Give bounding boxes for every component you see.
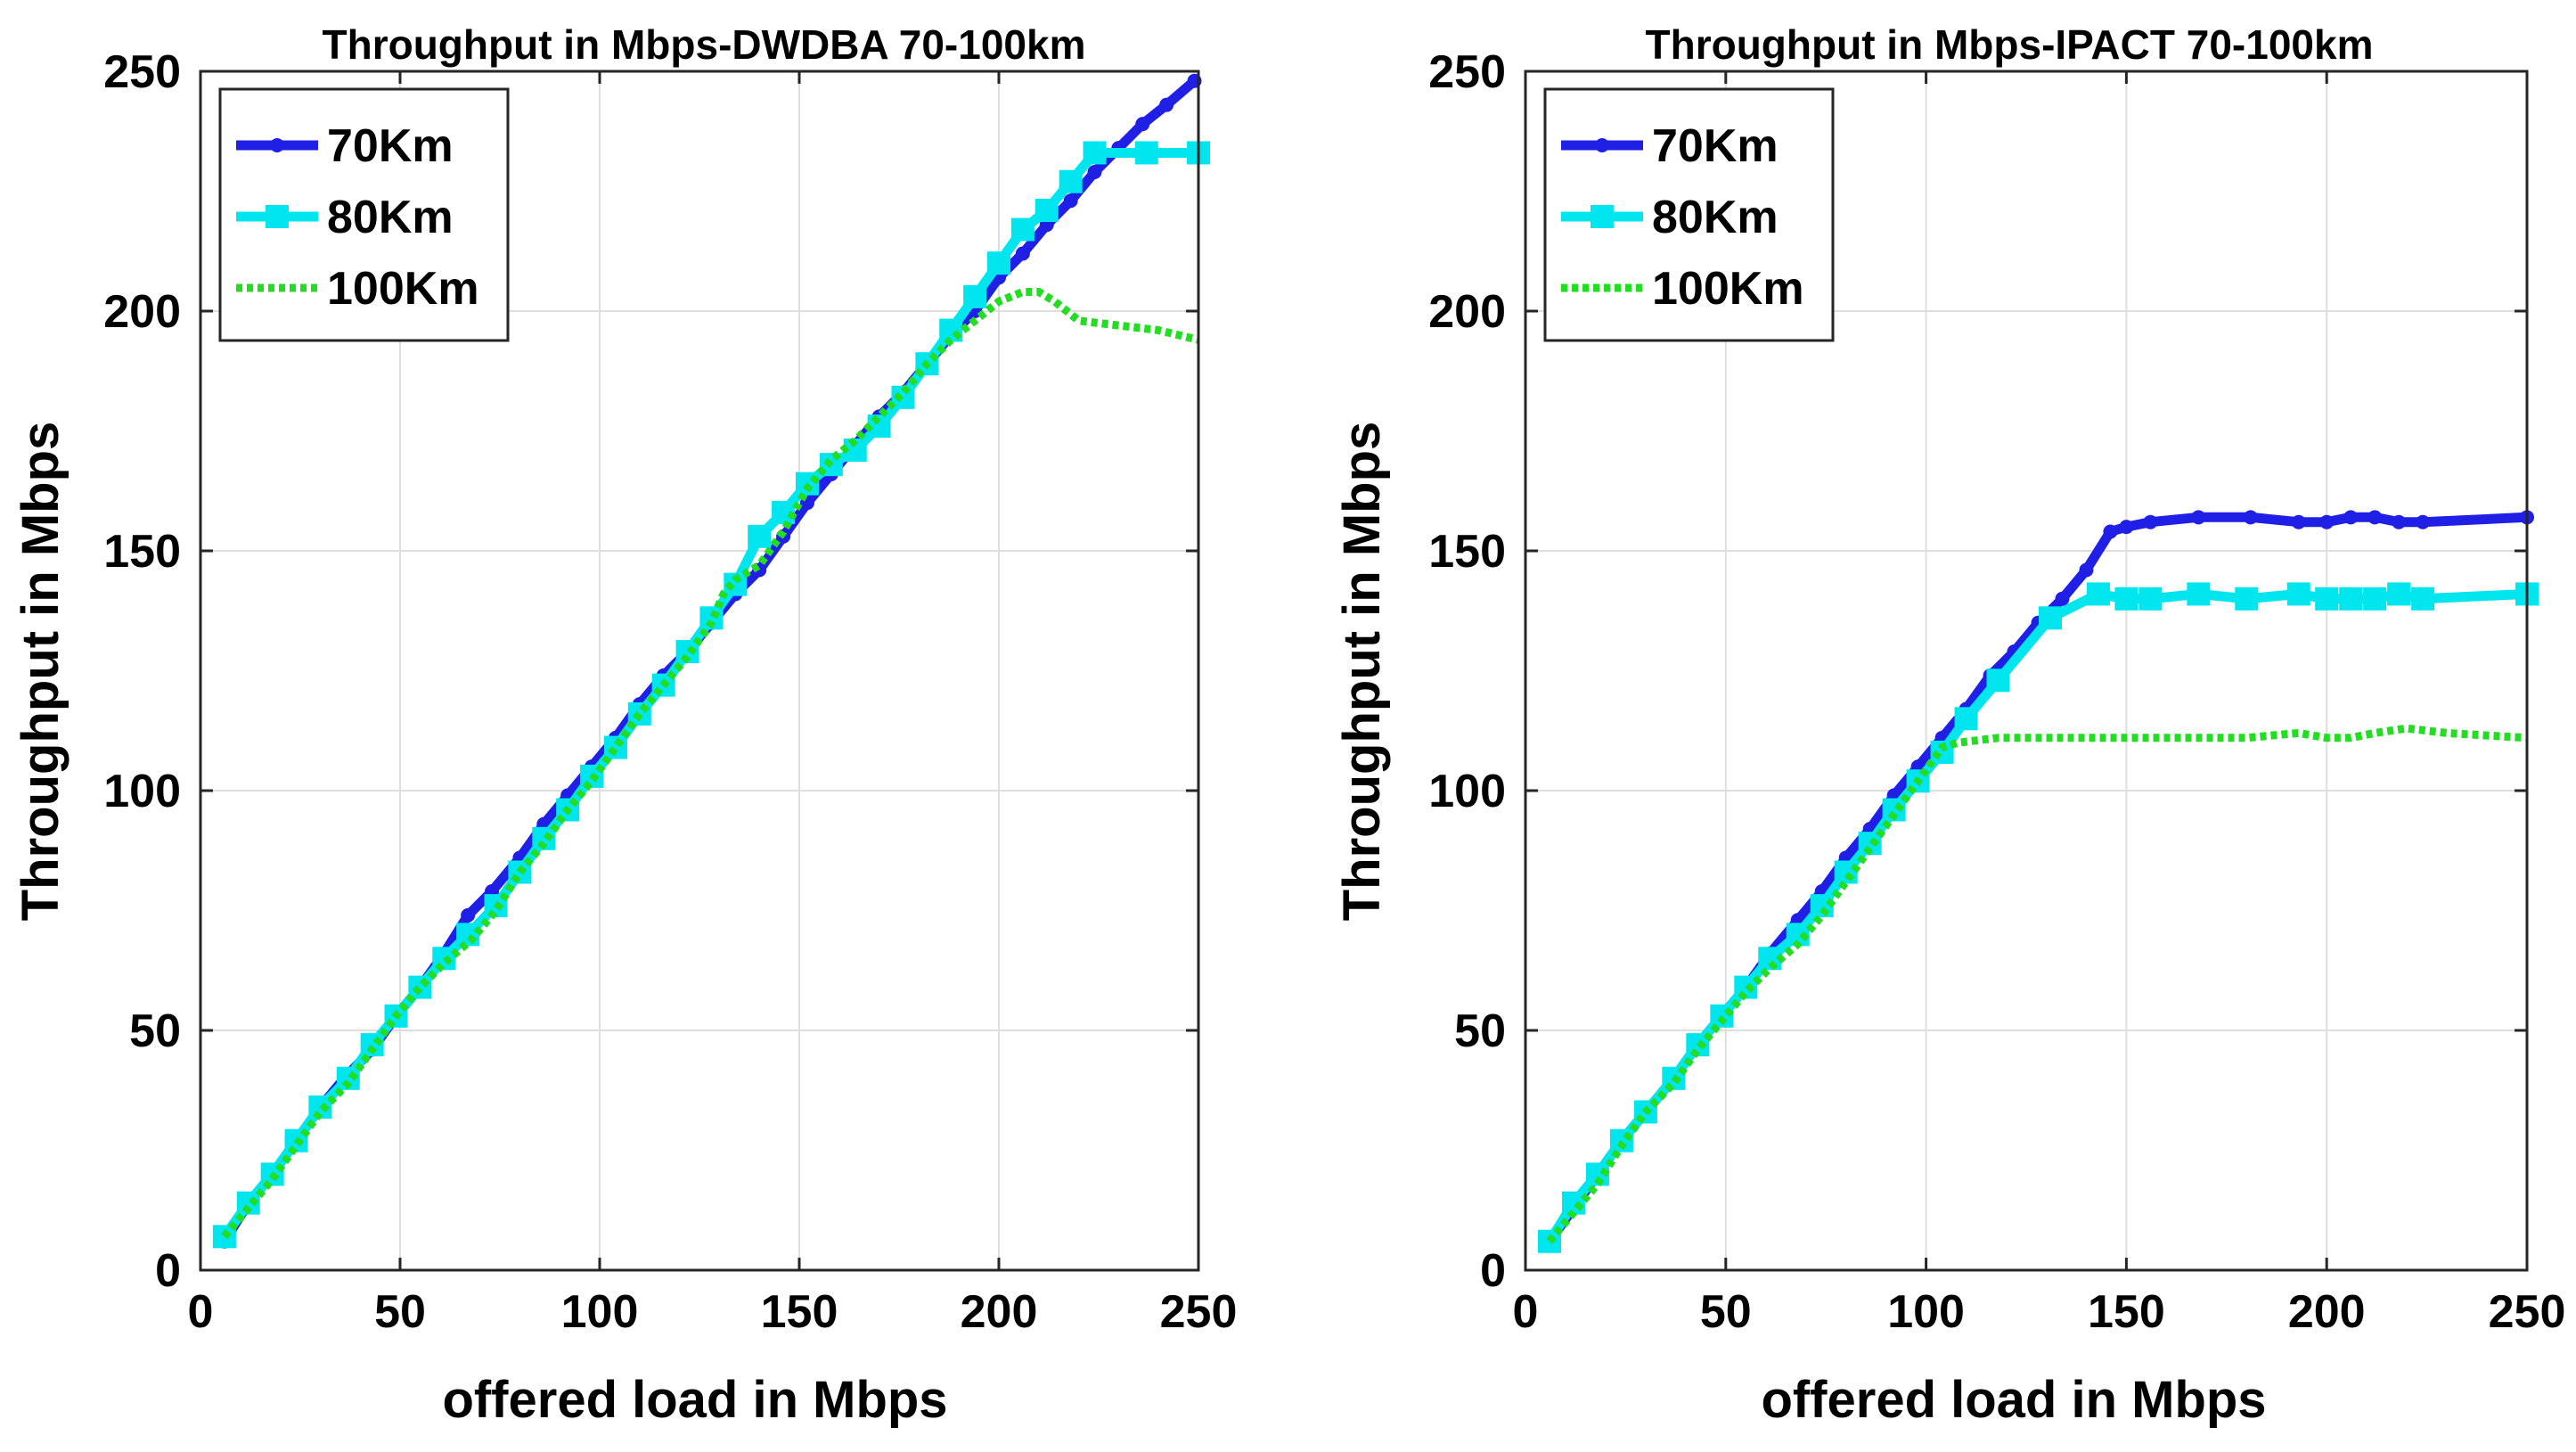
data-point-80km: [987, 251, 1010, 275]
data-point-80km: [1954, 707, 1978, 731]
data-point-80km: [408, 975, 432, 999]
data-point-70km: [2291, 514, 2306, 529]
data-point-80km: [2387, 582, 2411, 606]
data-point-70km: [1135, 117, 1150, 132]
data-point-70km: [1063, 193, 1078, 209]
legend-label: 70Km: [1652, 120, 1779, 172]
data-point-80km: [1083, 141, 1107, 165]
data-point-70km: [2103, 524, 2118, 539]
data-point-70km: [1087, 164, 1102, 179]
legend-marker: [1595, 138, 1609, 152]
axes-box: [199, 70, 1200, 1272]
data-point-70km: [2343, 510, 2359, 525]
chart-title: Throughput in Mbps-IPACT 70-100km: [1646, 21, 2374, 68]
data-point-80km: [456, 923, 480, 947]
data-point-80km: [1010, 217, 1034, 242]
data-point-70km: [2319, 514, 2335, 529]
data-point-70km: [2143, 514, 2158, 529]
y-tick-label: 0: [155, 1245, 181, 1297]
legend-marker: [266, 205, 289, 228]
y-tick-label: 200: [103, 286, 181, 338]
data-point-70km: [2392, 514, 2407, 529]
legend-label: 80Km: [1652, 192, 1779, 243]
data-point-80km: [1986, 669, 2010, 693]
x-tick-label: 0: [1513, 1286, 1539, 1338]
data-point-80km: [2038, 606, 2062, 630]
legend: 70Km 80Km 100Km: [1543, 87, 1835, 342]
data-point-80km: [2138, 587, 2163, 611]
legend-label: 80Km: [327, 192, 454, 243]
data-point-80km: [2286, 582, 2310, 606]
x-tick-label: 250: [2489, 1286, 2566, 1338]
x-tick-label: 200: [2288, 1286, 2366, 1338]
data-point-80km: [2086, 582, 2110, 606]
x-axis-label: offered load in Mbps: [1761, 1371, 2266, 1429]
data-point-80km: [1034, 199, 1059, 223]
data-point-80km: [2187, 582, 2211, 606]
legend-label: 100Km: [327, 263, 479, 315]
legend-label: 70Km: [327, 120, 454, 172]
x-tick-label: 150: [761, 1286, 838, 1338]
data-point-80km: [1134, 141, 1158, 165]
data-point-80km: [2411, 587, 2435, 611]
data-point-70km: [2367, 510, 2383, 525]
y-tick-label: 200: [1428, 286, 1506, 338]
y-tick-label: 250: [1428, 46, 1506, 98]
x-tick-label: 0: [188, 1286, 214, 1338]
chart-dwdba: Throughput in Mbps-DWDBA 70-100km offere…: [12, 21, 1237, 1429]
data-point-80km: [1561, 1191, 1585, 1215]
y-tick-label: 0: [1480, 1245, 1506, 1297]
x-tick-label: 200: [961, 1286, 1038, 1338]
chart-title: Throughput in Mbps-DWDBA 70-100km: [323, 21, 1086, 68]
chart-ipact: Throughput in Mbps-IPACT 70-100km offere…: [1333, 21, 2565, 1429]
data-point-70km: [1015, 246, 1030, 261]
x-tick-label: 50: [1700, 1286, 1752, 1338]
data-point-70km: [2191, 510, 2206, 525]
data-point-70km: [2055, 591, 2070, 606]
y-tick-label: 250: [103, 46, 181, 98]
data-point-80km: [2235, 587, 2259, 611]
data-point-70km: [2416, 514, 2431, 529]
y-axis-label: Throughput in Mbps: [1333, 422, 1391, 922]
series-line-100km: [221, 288, 1200, 1240]
axes-box: [1524, 70, 2529, 1272]
x-tick-label: 100: [1887, 1286, 1965, 1338]
data-point-80km: [2363, 587, 2387, 611]
y-tick-label: 50: [1454, 1005, 1506, 1057]
x-tick-label: 50: [374, 1286, 426, 1338]
data-point-70km: [2119, 520, 2134, 535]
data-point-80km: [2339, 587, 2363, 611]
y-tick-label: 150: [1428, 526, 1506, 578]
data-point-80km: [2114, 587, 2138, 611]
data-point-70km: [461, 907, 476, 923]
x-tick-label: 250: [1160, 1286, 1238, 1338]
data-point-80km: [603, 735, 627, 759]
legend: 70Km 80Km 100Km: [218, 87, 510, 342]
x-tick-label: 100: [561, 1286, 639, 1338]
data-point-70km: [2079, 562, 2094, 578]
data-point-70km: [2243, 510, 2258, 525]
y-tick-label: 150: [103, 526, 181, 578]
data-point-80km: [748, 524, 772, 548]
data-point-80km: [1059, 169, 1083, 193]
series-line-100km: [1546, 724, 2528, 1244]
data-point-80km: [963, 284, 987, 308]
y-axis-label: Throughput in Mbps: [12, 422, 70, 922]
x-tick-label: 150: [2088, 1286, 2165, 1338]
data-point-70km: [1159, 97, 1174, 112]
legend-marker: [1591, 205, 1614, 228]
y-tick-label: 50: [129, 1005, 181, 1057]
legend-label: 100Km: [1652, 263, 1804, 315]
x-axis-label: offered load in Mbps: [442, 1371, 947, 1429]
data-point-80km: [2315, 587, 2339, 611]
y-tick-label: 100: [1428, 766, 1506, 817]
y-tick-label: 100: [103, 766, 181, 817]
legend-marker: [270, 138, 284, 152]
